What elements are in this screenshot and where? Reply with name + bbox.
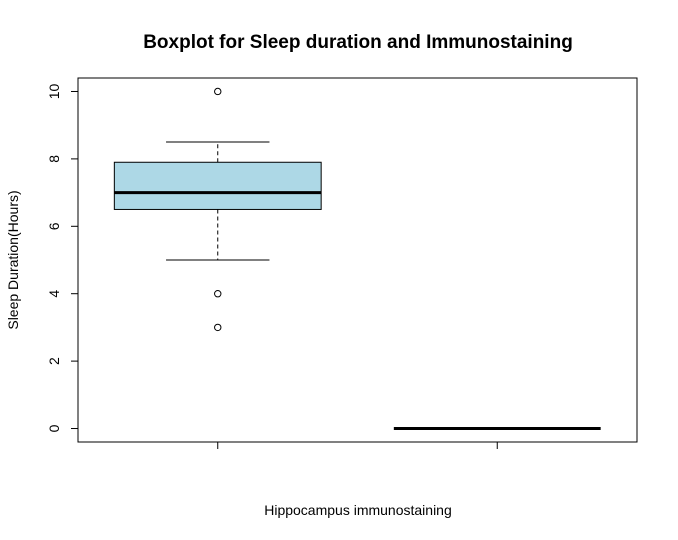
chart-title: Boxplot for Sleep duration and Immunosta… [143,32,573,53]
x-axis-label: Hippocampus immunostaining [264,502,452,518]
outlier-point [214,290,222,298]
y-tick-label: 8 [46,155,62,163]
y-tick-label: 6 [46,222,62,230]
y-tick-label: 10 [46,83,62,99]
y-tick-label: 2 [46,357,62,365]
outlier-point [214,323,222,332]
box-group [113,87,322,332]
y-tick-label: 4 [46,290,62,298]
x-axis [217,442,498,449]
iqr-box [113,161,322,210]
y-tick-label: 0 [46,424,62,432]
y-axis-label: Sleep Duration(Hours) [5,190,21,329]
outlier-point [214,87,222,96]
boxes-layer [113,87,601,431]
plot-frame [77,77,638,443]
y-axis: 0 2 4 6 8 10 [46,83,79,432]
